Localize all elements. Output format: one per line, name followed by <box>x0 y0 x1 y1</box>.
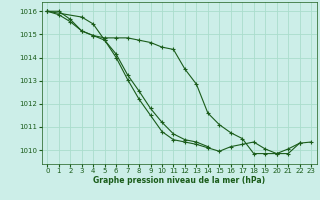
X-axis label: Graphe pression niveau de la mer (hPa): Graphe pression niveau de la mer (hPa) <box>93 176 265 185</box>
